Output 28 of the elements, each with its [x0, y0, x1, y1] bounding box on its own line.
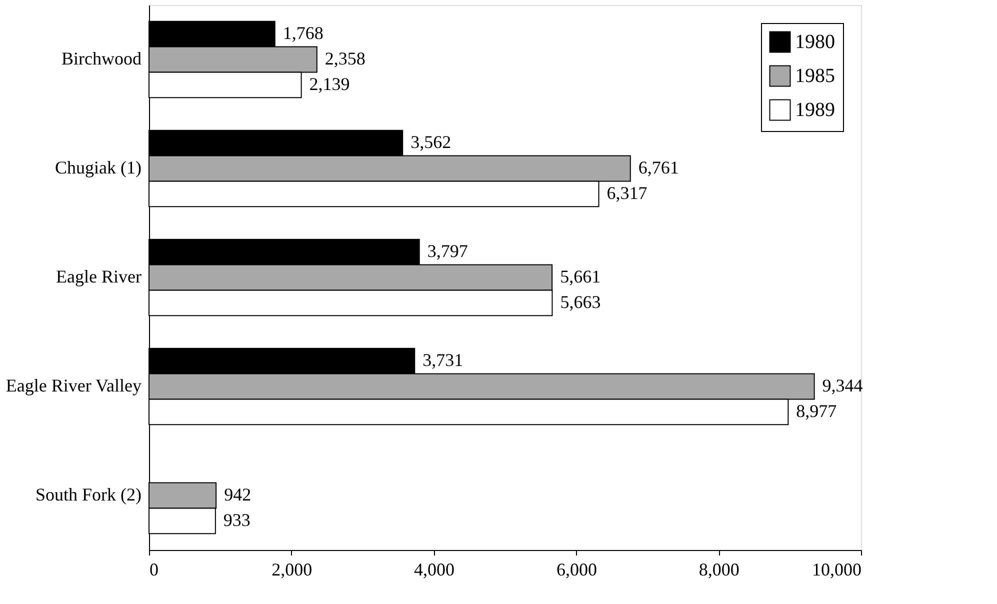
data-label: 2,139: [309, 74, 350, 94]
data-label: 1,768: [282, 23, 324, 44]
data-label: 933: [223, 510, 250, 530]
data-label: 6,761: [638, 158, 679, 178]
legend-label: 1985: [795, 65, 835, 87]
data-label: 5,663: [560, 292, 601, 312]
data-label: 3,731: [422, 350, 464, 370]
y-tick-label: Birchwood: [62, 48, 142, 68]
y-tick-label: Eagle River Valley: [6, 376, 142, 396]
x-tick-label: 8,000: [698, 560, 740, 580]
data-label: 5,661: [560, 266, 601, 286]
data-label: 3,562: [410, 132, 452, 152]
x-tick-label: 4,000: [414, 560, 455, 580]
data-label: 2,358: [324, 48, 366, 68]
legend-label: 1980: [795, 31, 835, 53]
x-tick-label: 0: [150, 560, 158, 580]
data-label: 8,977: [796, 400, 837, 421]
data-label: 942: [224, 484, 252, 504]
y-tick-label: South Fork (2): [35, 484, 142, 504]
y-tick-label: Chugiak (1): [55, 158, 142, 178]
y-tick-label: Eagle River: [56, 266, 142, 286]
x-tick-label: 2,000: [272, 560, 312, 580]
data-label: 6,317: [606, 182, 648, 203]
x-tick-label: 6,000: [556, 560, 597, 580]
data-label: 9,344: [822, 376, 863, 396]
data-label: 3,797: [427, 241, 468, 262]
x-tick-label: 10,000: [812, 560, 862, 580]
legend-label: 1989: [795, 99, 835, 121]
